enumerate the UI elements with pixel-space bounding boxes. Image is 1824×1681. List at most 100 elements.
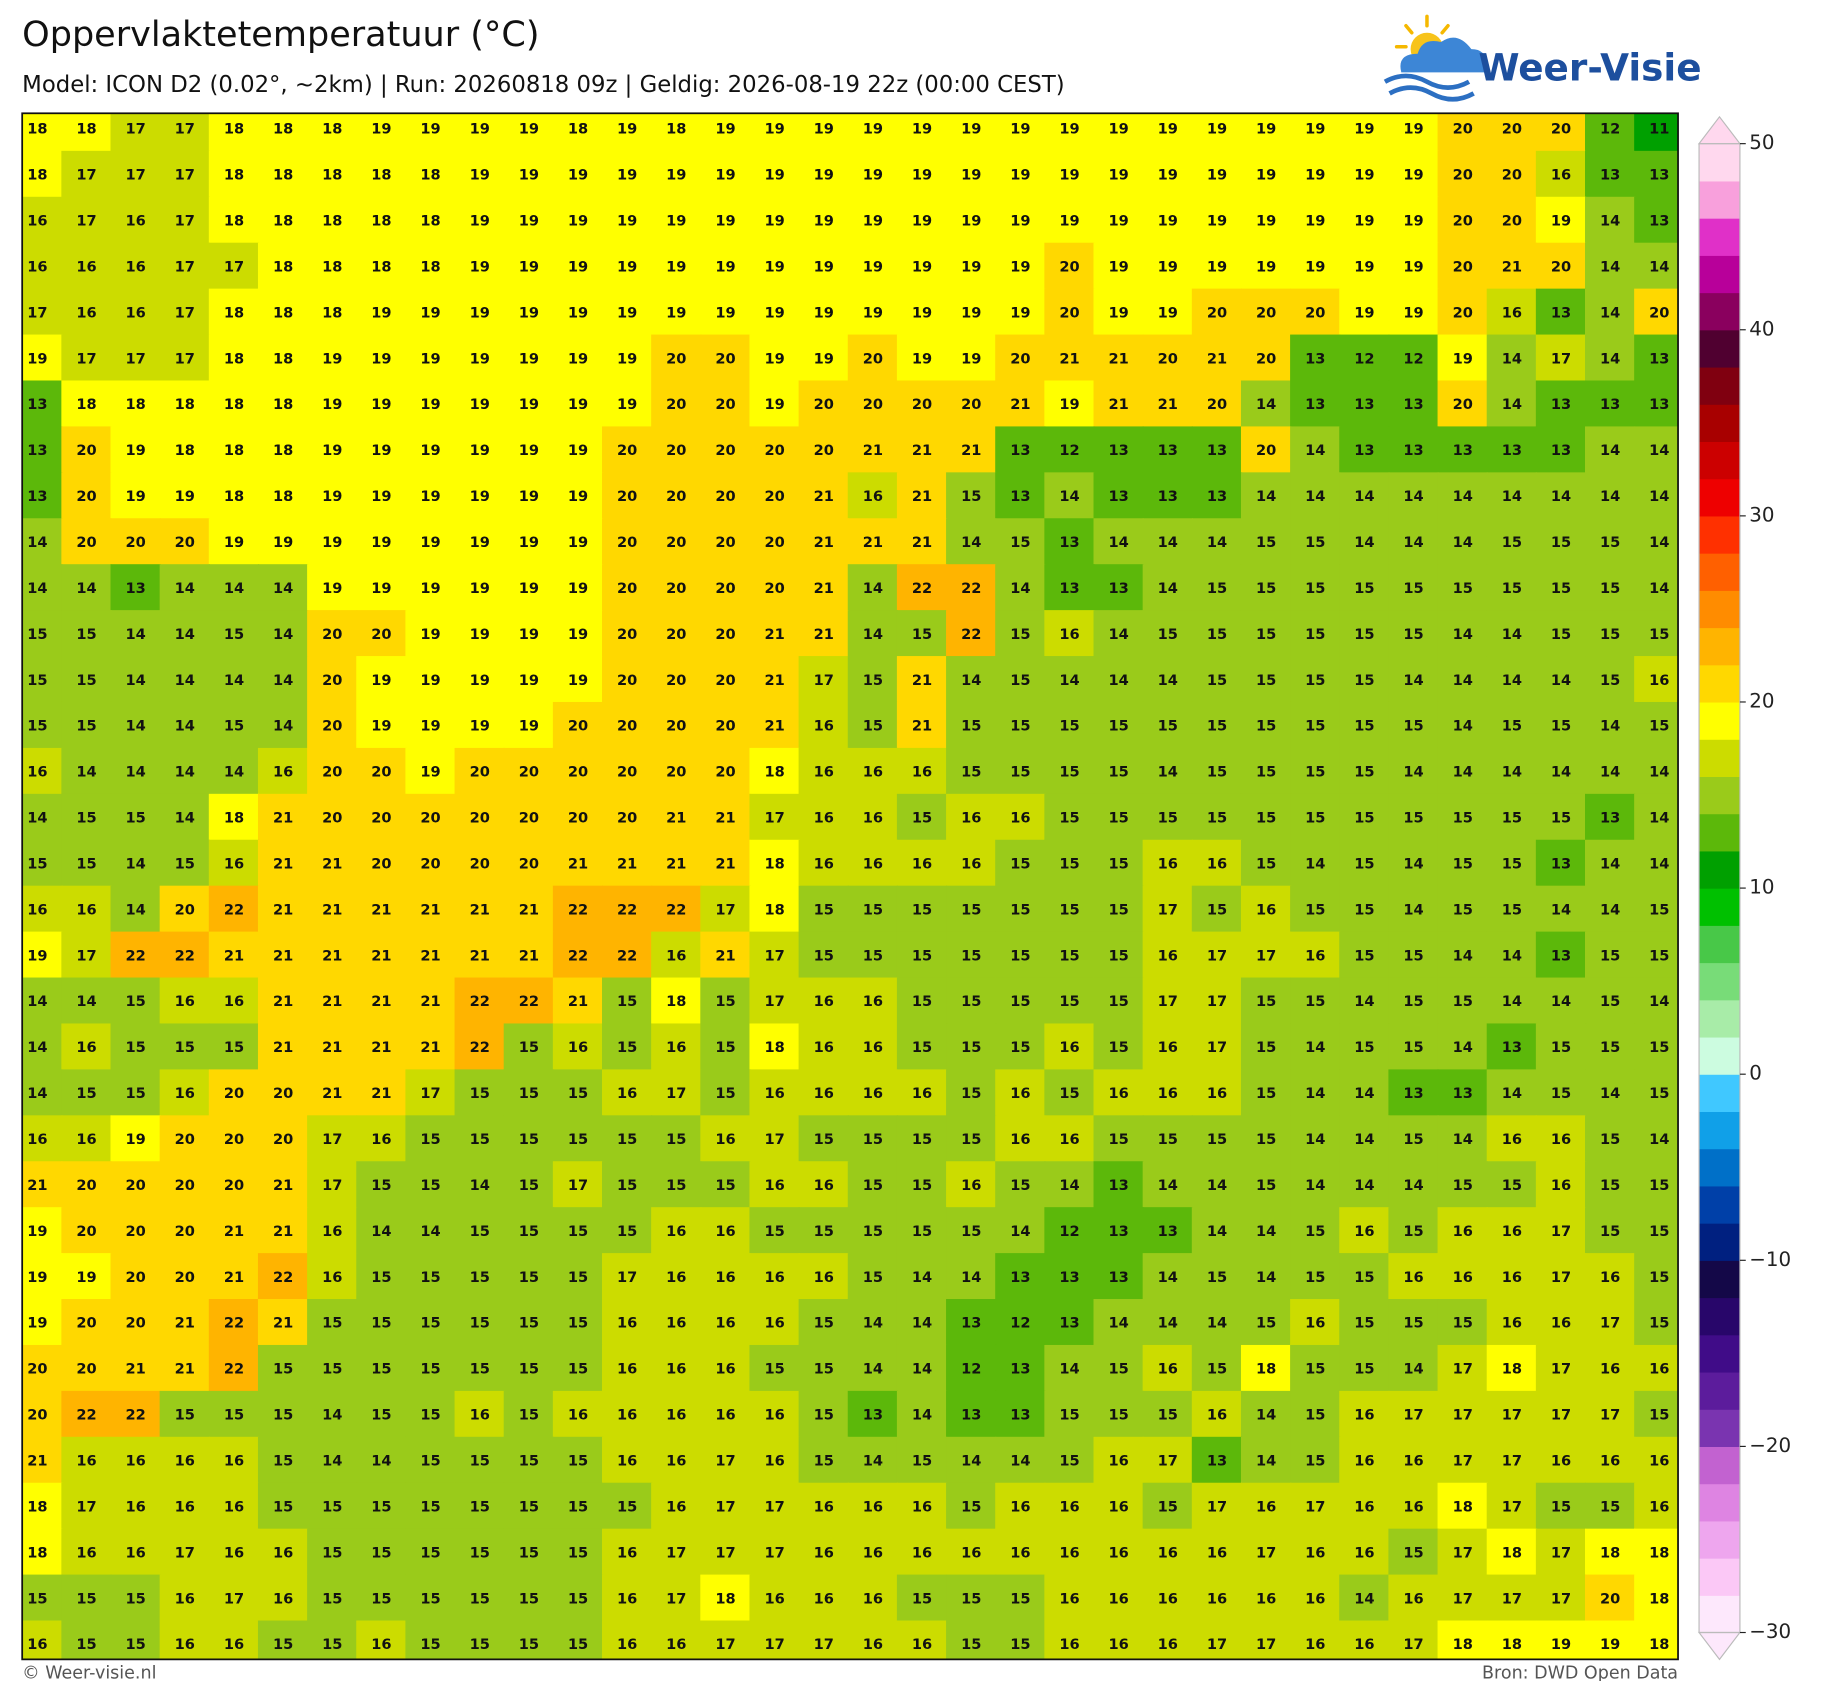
temperature-label: 18 [715,1590,735,1607]
temperature-label: 19 [1158,121,1178,138]
temperature-label: 20 [175,1177,195,1194]
temperature-label: 15 [961,1223,981,1240]
temperature-label: 15 [1305,1269,1325,1286]
temperature-label: 15 [1453,810,1473,827]
temperature-label: 13 [1059,534,1079,551]
temperature-label: 18 [568,121,588,138]
temperature-label: 15 [224,1407,244,1424]
temperature-label: 15 [1207,580,1227,597]
temperature-label: 14 [126,626,146,643]
temperature-label: 15 [519,1407,539,1424]
temperature-label: 18 [764,855,784,872]
temperature-label: 16 [1010,1131,1030,1148]
temperature-label: 14 [1305,1131,1325,1148]
temperature-label: 20 [1453,396,1473,413]
temperature-label: 19 [1453,350,1473,367]
temperature-label: 14 [224,764,244,781]
temperature-label: 17 [715,1544,735,1561]
temperature-label: 20 [322,672,342,689]
temperature-label: 20 [617,672,637,689]
temperature-label: 16 [1256,901,1276,918]
colorbar-band [1699,330,1740,368]
temperature-label: 17 [1403,1407,1423,1424]
temperature-label: 16 [1207,1590,1227,1607]
temperature-label: 21 [764,672,784,689]
temperature-label: 18 [273,350,293,367]
temperature-label: 19 [961,121,981,138]
temperature-label: 19 [568,258,588,275]
temperature-label: 15 [912,810,932,827]
temperature-label: 15 [617,1039,637,1056]
temperature-label: 15 [912,947,932,964]
temperature-label: 20 [126,1315,146,1332]
temperature-label: 13 [1158,488,1178,505]
temperature-label: 14 [1453,1131,1473,1148]
logo-text: Weer-Visie [1478,46,1701,90]
temperature-label: 19 [322,488,342,505]
colorbar-band [1699,1372,1740,1410]
temperature-label: 19 [322,534,342,551]
temperature-label: 14 [1649,534,1669,551]
temperature-label: 14 [1502,488,1522,505]
temperature-label: 19 [322,580,342,597]
temperature-label: 14 [1600,212,1620,229]
temperature-label: 16 [912,1544,932,1561]
temperature-label: 14 [27,993,47,1010]
temperature-label: 14 [1649,855,1669,872]
temperature-label: 19 [568,534,588,551]
temperature-label: 14 [1059,672,1079,689]
temperature-label: 16 [175,1590,195,1607]
temperature-label: 17 [1158,1453,1178,1470]
temperature-label: 16 [1403,1590,1423,1607]
temperature-label: 16 [764,1407,784,1424]
temperature-label: 18 [27,121,47,138]
temperature-label: 20 [470,855,490,872]
temperature-label: 14 [1354,534,1374,551]
temperature-label: 21 [322,993,342,1010]
temperature-label: 14 [863,1453,883,1470]
temperature-label: 19 [764,258,784,275]
temperature-label: 15 [1256,1039,1276,1056]
temperature-label: 16 [1453,1269,1473,1286]
temperature-label: 15 [519,1636,539,1653]
temperature-label: 16 [863,488,883,505]
temperature-label: 16 [666,1453,686,1470]
temperature-label: 15 [371,1498,391,1515]
temperature-label: 15 [1010,855,1030,872]
temperature-label: 18 [371,167,391,184]
temperature-label: 17 [76,212,96,229]
temperature-label: 16 [961,855,981,872]
temperature-label: 15 [1403,947,1423,964]
temperature-label: 15 [1649,1407,1669,1424]
temperature-label: 14 [126,764,146,781]
temperature-label: 19 [617,304,637,321]
temperature-label: 19 [1109,167,1129,184]
temperature-label: 14 [1453,488,1473,505]
temperature-label: 16 [1551,1315,1571,1332]
colorbar-band [1699,404,1740,442]
temperature-label: 15 [519,1315,539,1332]
temperature-label: 19 [1010,121,1030,138]
temperature-label: 15 [1453,1315,1473,1332]
temperature-label: 16 [1354,1407,1374,1424]
temperature-label: 21 [371,1039,391,1056]
temperature-label: 14 [1453,1039,1473,1056]
temperature-label: 13 [1551,947,1571,964]
temperature-label: 18 [322,258,342,275]
temperature-label: 16 [76,304,96,321]
temperature-label: 19 [371,121,391,138]
temperature-label: 15 [1502,718,1522,735]
temperature-label: 15 [1305,580,1325,597]
temperature-label: 16 [1109,1636,1129,1653]
temperature-label: 15 [273,1498,293,1515]
temperature-label: 13 [126,580,146,597]
temperature-label: 19 [568,580,588,597]
temperature-label: 15 [420,1131,440,1148]
temperature-label: 19 [27,1269,47,1286]
temperature-label: 15 [814,1453,834,1470]
temperature-label: 15 [1158,1131,1178,1148]
temperature-label: 16 [27,764,47,781]
temperature-label: 18 [224,304,244,321]
temperature-label: 20 [175,1223,195,1240]
